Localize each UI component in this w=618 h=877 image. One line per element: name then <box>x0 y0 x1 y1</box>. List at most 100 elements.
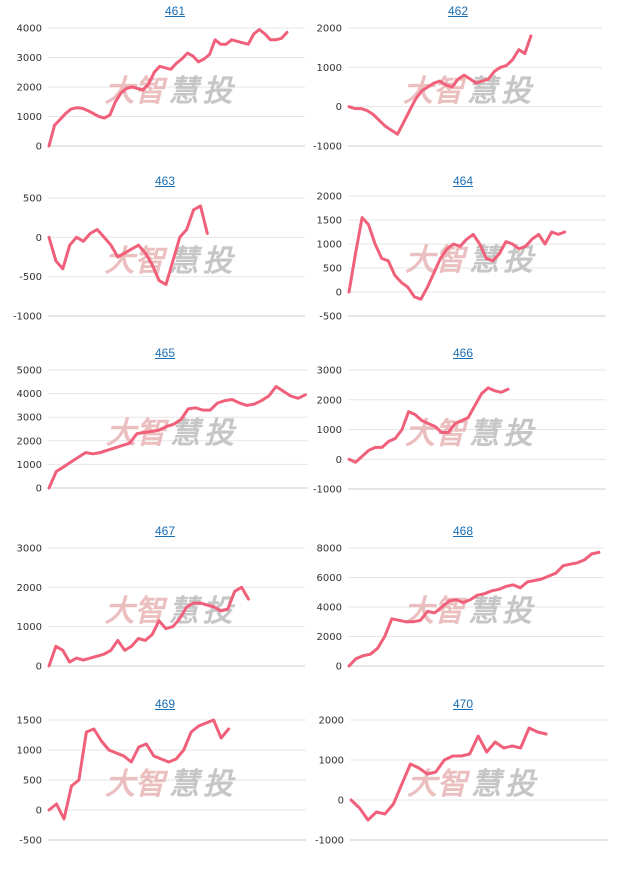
series-line <box>349 726 548 822</box>
y-tick-label: 1000 <box>317 425 342 436</box>
svg-text:慧: 慧 <box>468 594 502 629</box>
chart-title-link[interactable]: 467 <box>154 524 176 538</box>
series-line <box>47 385 307 490</box>
y-tick-label: 1000 <box>17 112 42 123</box>
svg-text:投: 投 <box>203 244 236 279</box>
y-tick-label: 0 <box>36 233 42 244</box>
series-line <box>47 28 289 148</box>
svg-text:慧: 慧 <box>469 243 503 278</box>
svg-text:投: 投 <box>503 417 536 452</box>
chart-title-link[interactable]: 462 <box>447 4 469 18</box>
y-tick-label: 2000 <box>317 192 342 203</box>
y-tick-label: 2000 <box>17 583 42 594</box>
y-tick-label: 2000 <box>317 632 342 643</box>
y-tick-label: 0 <box>336 288 342 299</box>
y-tick-label: 1500 <box>17 716 42 727</box>
watermark-logo: 大智慧投 <box>407 767 538 802</box>
watermark-logo: 大智慧投 <box>105 74 236 109</box>
y-tick-label: 500 <box>23 194 42 205</box>
svg-text:慧: 慧 <box>169 74 203 109</box>
watermark-logo: 大智慧投 <box>405 243 536 278</box>
y-tick-label: 0 <box>36 484 42 495</box>
svg-text:慧: 慧 <box>471 767 505 802</box>
y-tick-label: 500 <box>23 776 42 787</box>
y-tick-label: 1000 <box>317 240 342 251</box>
chart-title-link[interactable]: 461 <box>164 4 186 18</box>
y-tick-label: 0 <box>36 142 42 153</box>
y-tick-label: 3000 <box>17 413 42 424</box>
y-tick-label: 3000 <box>317 366 342 377</box>
svg-text:大智: 大智 <box>405 243 469 278</box>
y-tick-label: 3000 <box>17 53 42 64</box>
chart-title-link[interactable]: 465 <box>154 346 176 360</box>
chart-title-link[interactable]: 464 <box>452 174 474 188</box>
chart-title-link[interactable]: 466 <box>452 346 474 360</box>
y-tick-label: 0 <box>36 806 42 817</box>
y-tick-label: 4000 <box>17 389 42 400</box>
y-tick-label: 1000 <box>319 756 344 767</box>
y-tick-label: 8000 <box>317 544 342 555</box>
y-tick-label: 0 <box>336 662 342 673</box>
series-line <box>347 550 601 668</box>
y-tick-label: 3000 <box>17 544 42 555</box>
y-tick-label: 1000 <box>17 622 42 633</box>
y-tick-label: 4000 <box>317 603 342 614</box>
y-tick-label: 5000 <box>17 366 42 377</box>
svg-text:投: 投 <box>204 416 237 451</box>
y-tick-label: 4000 <box>17 24 42 35</box>
y-tick-label: -500 <box>19 836 42 847</box>
series-line <box>47 585 250 668</box>
y-tick-label: 0 <box>336 102 342 113</box>
svg-text:投: 投 <box>502 594 535 629</box>
y-tick-label: -500 <box>19 272 42 283</box>
y-tick-label: 1000 <box>17 460 42 471</box>
y-tick-label: -1000 <box>315 836 344 847</box>
y-tick-label: 1500 <box>317 216 342 227</box>
svg-text:投: 投 <box>501 74 534 109</box>
y-tick-label: 6000 <box>317 573 342 584</box>
svg-text:投: 投 <box>203 767 236 802</box>
y-tick-label: -1000 <box>313 142 342 153</box>
svg-text:大智: 大智 <box>407 767 471 802</box>
svg-text:投: 投 <box>505 767 538 802</box>
y-tick-label: -500 <box>319 312 342 323</box>
y-tick-label: 2000 <box>319 716 344 727</box>
chart-title-link[interactable]: 469 <box>154 697 176 711</box>
watermark-logo: 大智慧投 <box>105 767 236 802</box>
chart-title-link[interactable]: 463 <box>154 174 176 188</box>
y-tick-label: 0 <box>336 455 342 466</box>
series-line <box>47 718 231 821</box>
y-tick-label: 1000 <box>317 63 342 74</box>
chart-title-link[interactable]: 468 <box>452 524 474 538</box>
svg-text:大智: 大智 <box>105 767 169 802</box>
svg-text:慧: 慧 <box>469 417 503 452</box>
y-tick-label: 2000 <box>317 395 342 406</box>
y-tick-label: 2000 <box>17 83 42 94</box>
series-line <box>47 204 209 286</box>
chart-title-link[interactable]: 470 <box>452 697 474 711</box>
series-line <box>347 34 533 136</box>
series-line <box>347 216 567 301</box>
y-tick-label: -1000 <box>313 485 342 496</box>
svg-text:慧: 慧 <box>169 767 203 802</box>
svg-text:投: 投 <box>203 74 236 109</box>
y-tick-label: 2000 <box>317 24 342 35</box>
y-tick-label: 2000 <box>17 436 42 447</box>
y-tick-label: 0 <box>36 662 42 673</box>
y-tick-label: 1000 <box>17 746 42 757</box>
y-tick-label: 500 <box>323 264 342 275</box>
y-tick-label: 0 <box>338 796 344 807</box>
y-tick-label: -1000 <box>13 312 42 323</box>
series-line <box>347 386 510 464</box>
